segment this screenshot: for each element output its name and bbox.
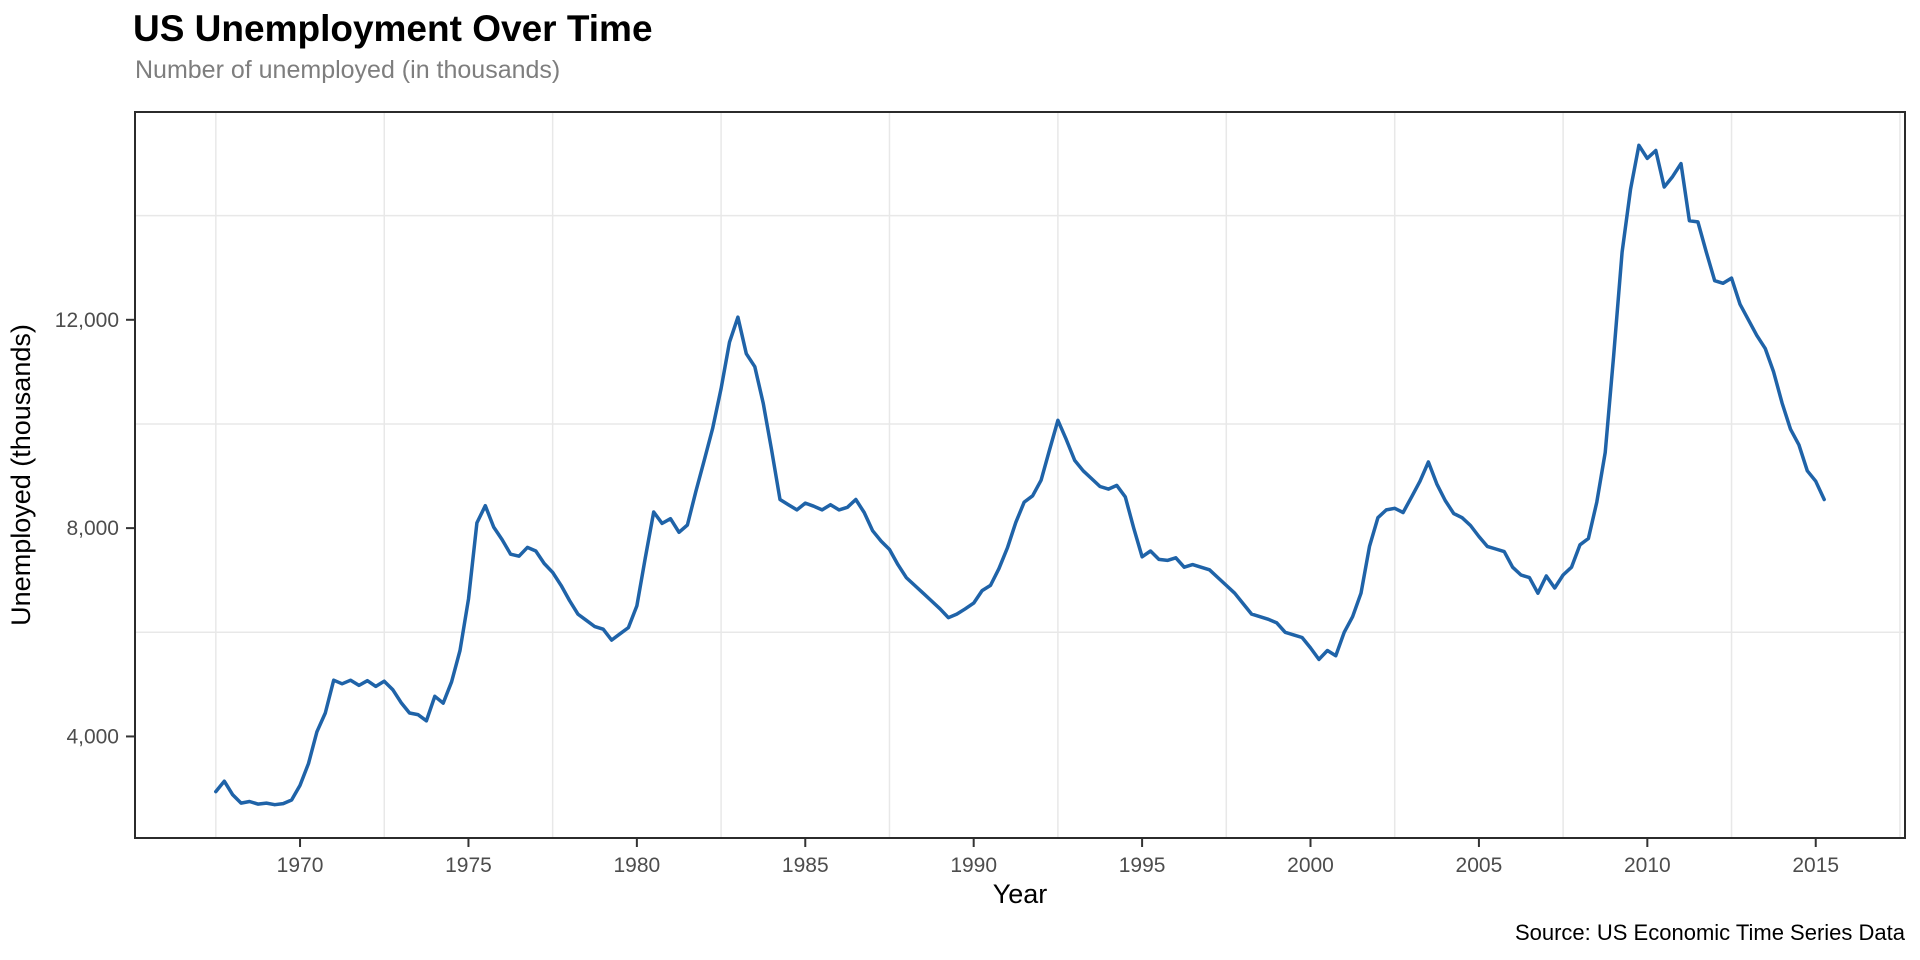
x-tick-label: 2005: [1456, 854, 1503, 877]
chart-subtitle: Number of unemployed (in thousands): [135, 56, 561, 84]
y-tick-label: 12,000: [55, 309, 119, 332]
gridlines: [135, 112, 1905, 838]
chart-title: US Unemployment Over Time: [133, 8, 653, 49]
x-tick-label: 1995: [1119, 854, 1166, 877]
x-tick-label: 1980: [614, 854, 661, 877]
axis-ticks: [126, 318, 1817, 847]
x-tick-label: 2010: [1624, 854, 1671, 877]
x-tick-label: 1970: [277, 854, 324, 877]
x-tick-label: 2015: [1792, 854, 1839, 877]
source-caption: Source: US Economic Time Series Data: [1514, 920, 1905, 945]
x-tick-label: 1985: [782, 854, 829, 877]
x-tick-label: 1975: [445, 854, 492, 877]
y-tick-label: 4,000: [66, 725, 119, 748]
y-tick-label: 8,000: [66, 517, 119, 540]
x-tick-label: 2000: [1287, 854, 1334, 877]
panel-border: [134, 111, 1906, 839]
axis-tick-labels: 1970 1975 1980 1985 1990 1995 2000 2005 2010 2015…: [55, 309, 1839, 877]
y-axis-title: Unemployed (thousands): [6, 324, 36, 626]
unemployment-line: [214, 143, 1826, 807]
x-axis-title: Year: [993, 879, 1048, 909]
x-tick-label: 1990: [950, 854, 997, 877]
